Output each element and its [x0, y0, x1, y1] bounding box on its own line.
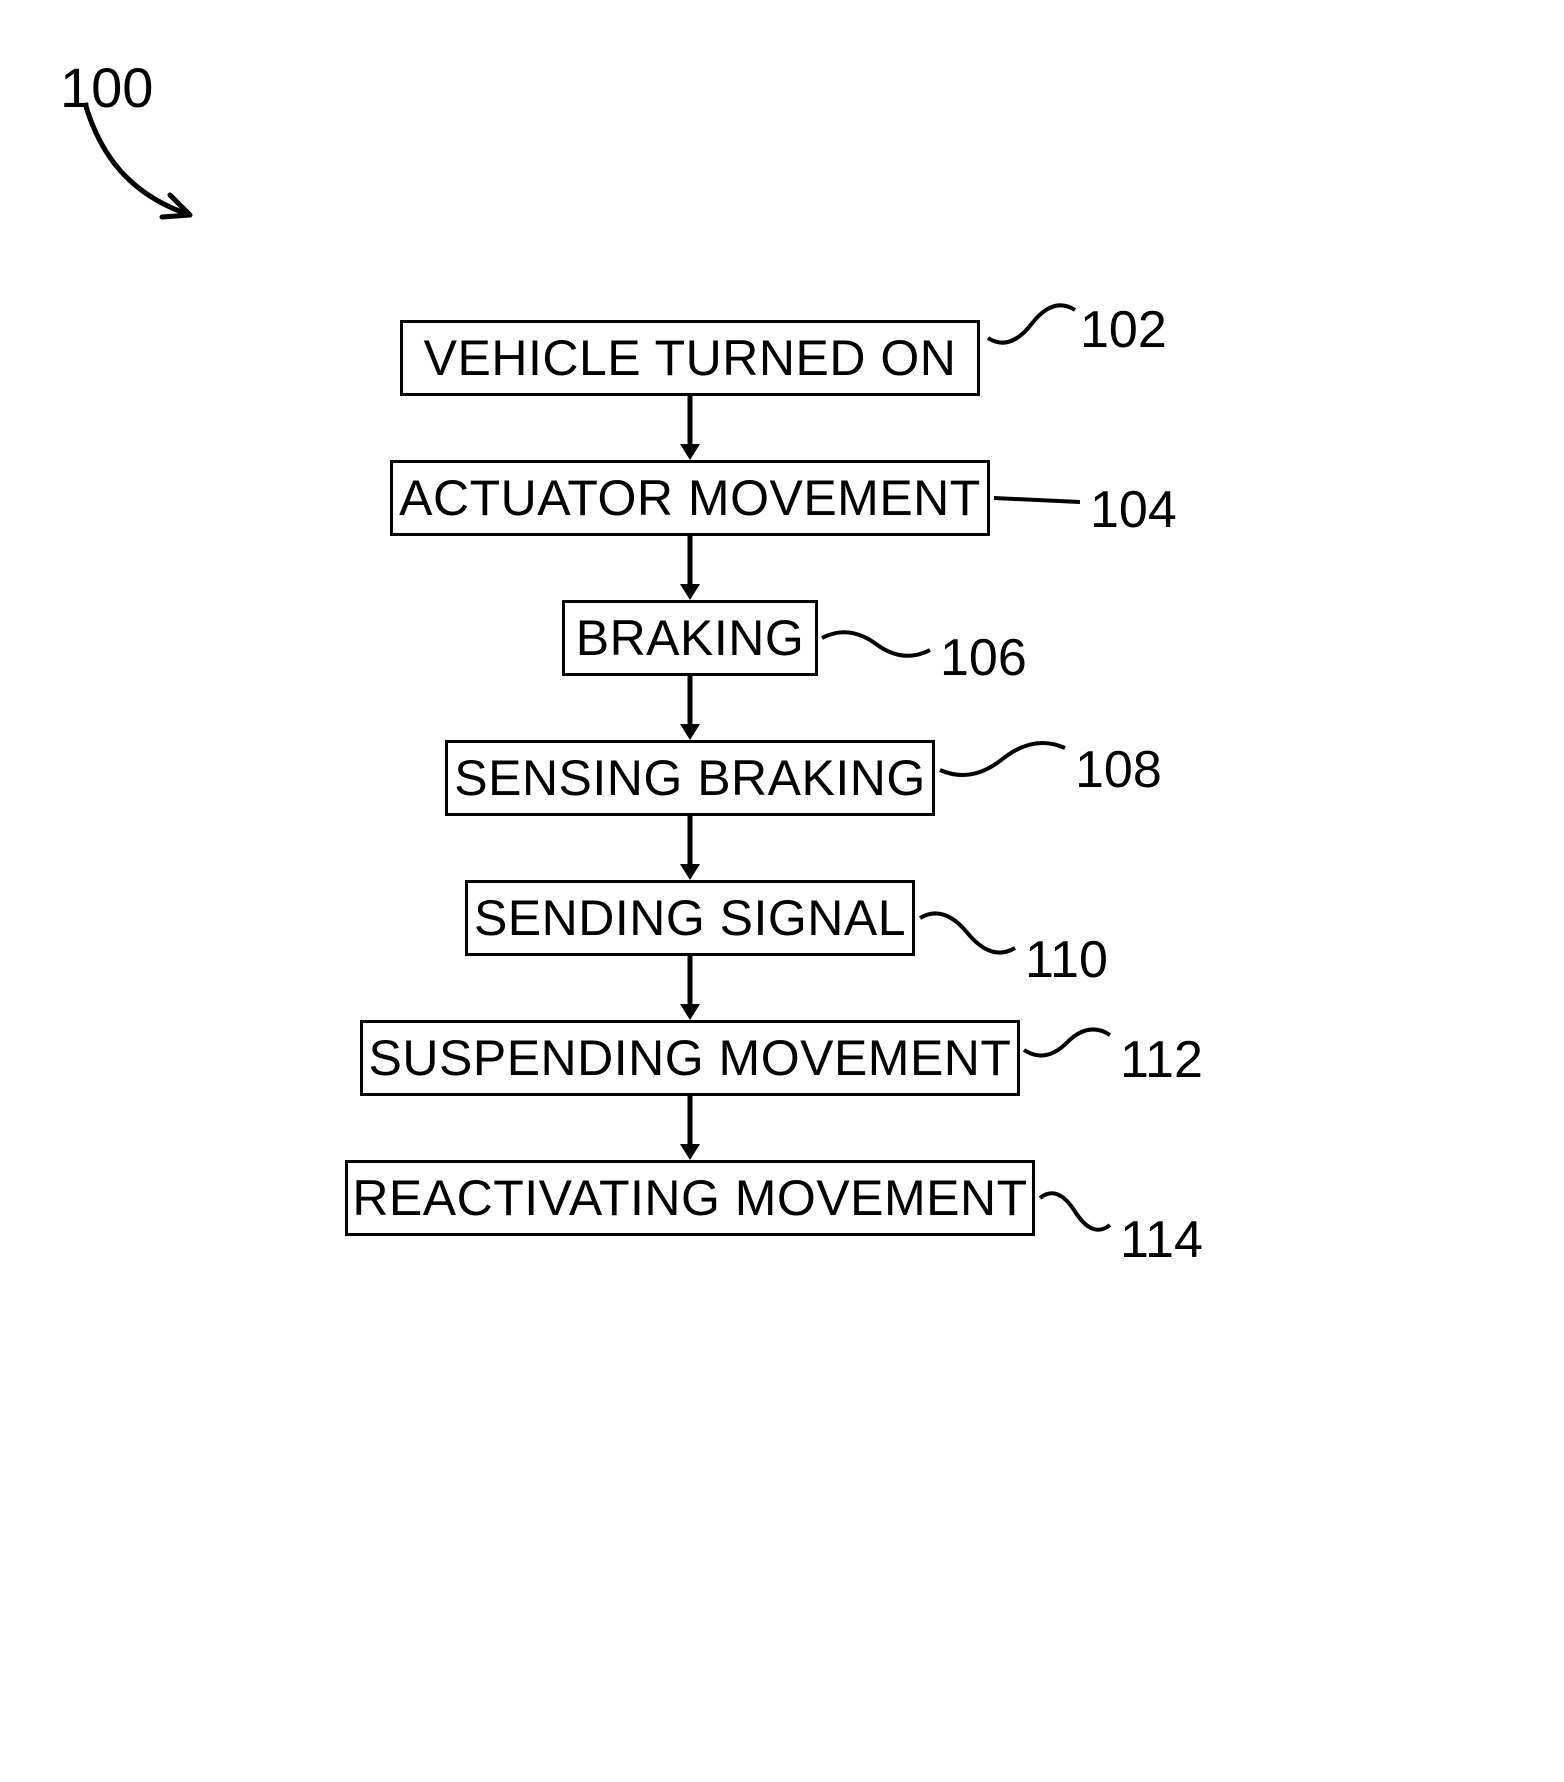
diagram-canvas: 100 VEHICLE TURNED ON102ACTUATOR MOVEMEN…	[0, 0, 1564, 1782]
flow-arrow-n5-n6	[670, 956, 710, 1020]
flow-node-text: BRAKING	[576, 609, 805, 667]
flow-node-text: REACTIVATING MOVEMENT	[352, 1169, 1027, 1227]
flow-node-n6: SUSPENDING MOVEMENT	[360, 1020, 1020, 1096]
leader-106	[812, 618, 940, 670]
flow-node-n1: VEHICLE TURNED ON	[400, 320, 980, 396]
flow-node-ref-104: 104	[1090, 480, 1177, 540]
flow-arrow-n4-n5	[670, 816, 710, 880]
flow-node-text: SENSING BRAKING	[454, 749, 926, 807]
leader-108	[930, 728, 1075, 790]
flow-node-text: SENDING SIGNAL	[474, 889, 906, 947]
flow-node-n5: SENDING SIGNAL	[465, 880, 915, 956]
flow-node-text: ACTUATOR MOVEMENT	[399, 469, 981, 527]
flow-node-ref-108: 108	[1075, 740, 1162, 800]
flow-arrow-n6-n7	[670, 1096, 710, 1160]
leader-112	[1014, 1015, 1120, 1070]
flow-node-n2: ACTUATOR MOVEMENT	[390, 460, 990, 536]
flow-node-ref-110: 110	[1025, 930, 1108, 990]
leader-114	[1030, 1178, 1120, 1245]
flow-arrow-n1-n2	[670, 396, 710, 460]
flow-node-ref-106: 106	[940, 628, 1027, 688]
leader-102	[978, 290, 1085, 358]
flow-arrow-n2-n3	[670, 536, 710, 600]
flow-node-n3: BRAKING	[562, 600, 818, 676]
leader-104	[984, 478, 1090, 522]
leader-110	[910, 898, 1025, 968]
flow-node-n4: SENSING BRAKING	[445, 740, 935, 816]
flow-node-ref-114: 114	[1120, 1210, 1203, 1270]
flow-node-text: VEHICLE TURNED ON	[424, 329, 957, 387]
flowchart: VEHICLE TURNED ON 102 ACTUATOR MOVEMENT 104…	[0, 0, 1564, 1400]
flow-arrow-n3-n4	[670, 676, 710, 740]
flow-node-ref-102: 102	[1080, 300, 1167, 360]
flow-node-n7: REACTIVATING MOVEMENT	[345, 1160, 1035, 1236]
flow-node-text: SUSPENDING MOVEMENT	[369, 1029, 1012, 1087]
flow-node-ref-112: 112	[1120, 1030, 1203, 1090]
